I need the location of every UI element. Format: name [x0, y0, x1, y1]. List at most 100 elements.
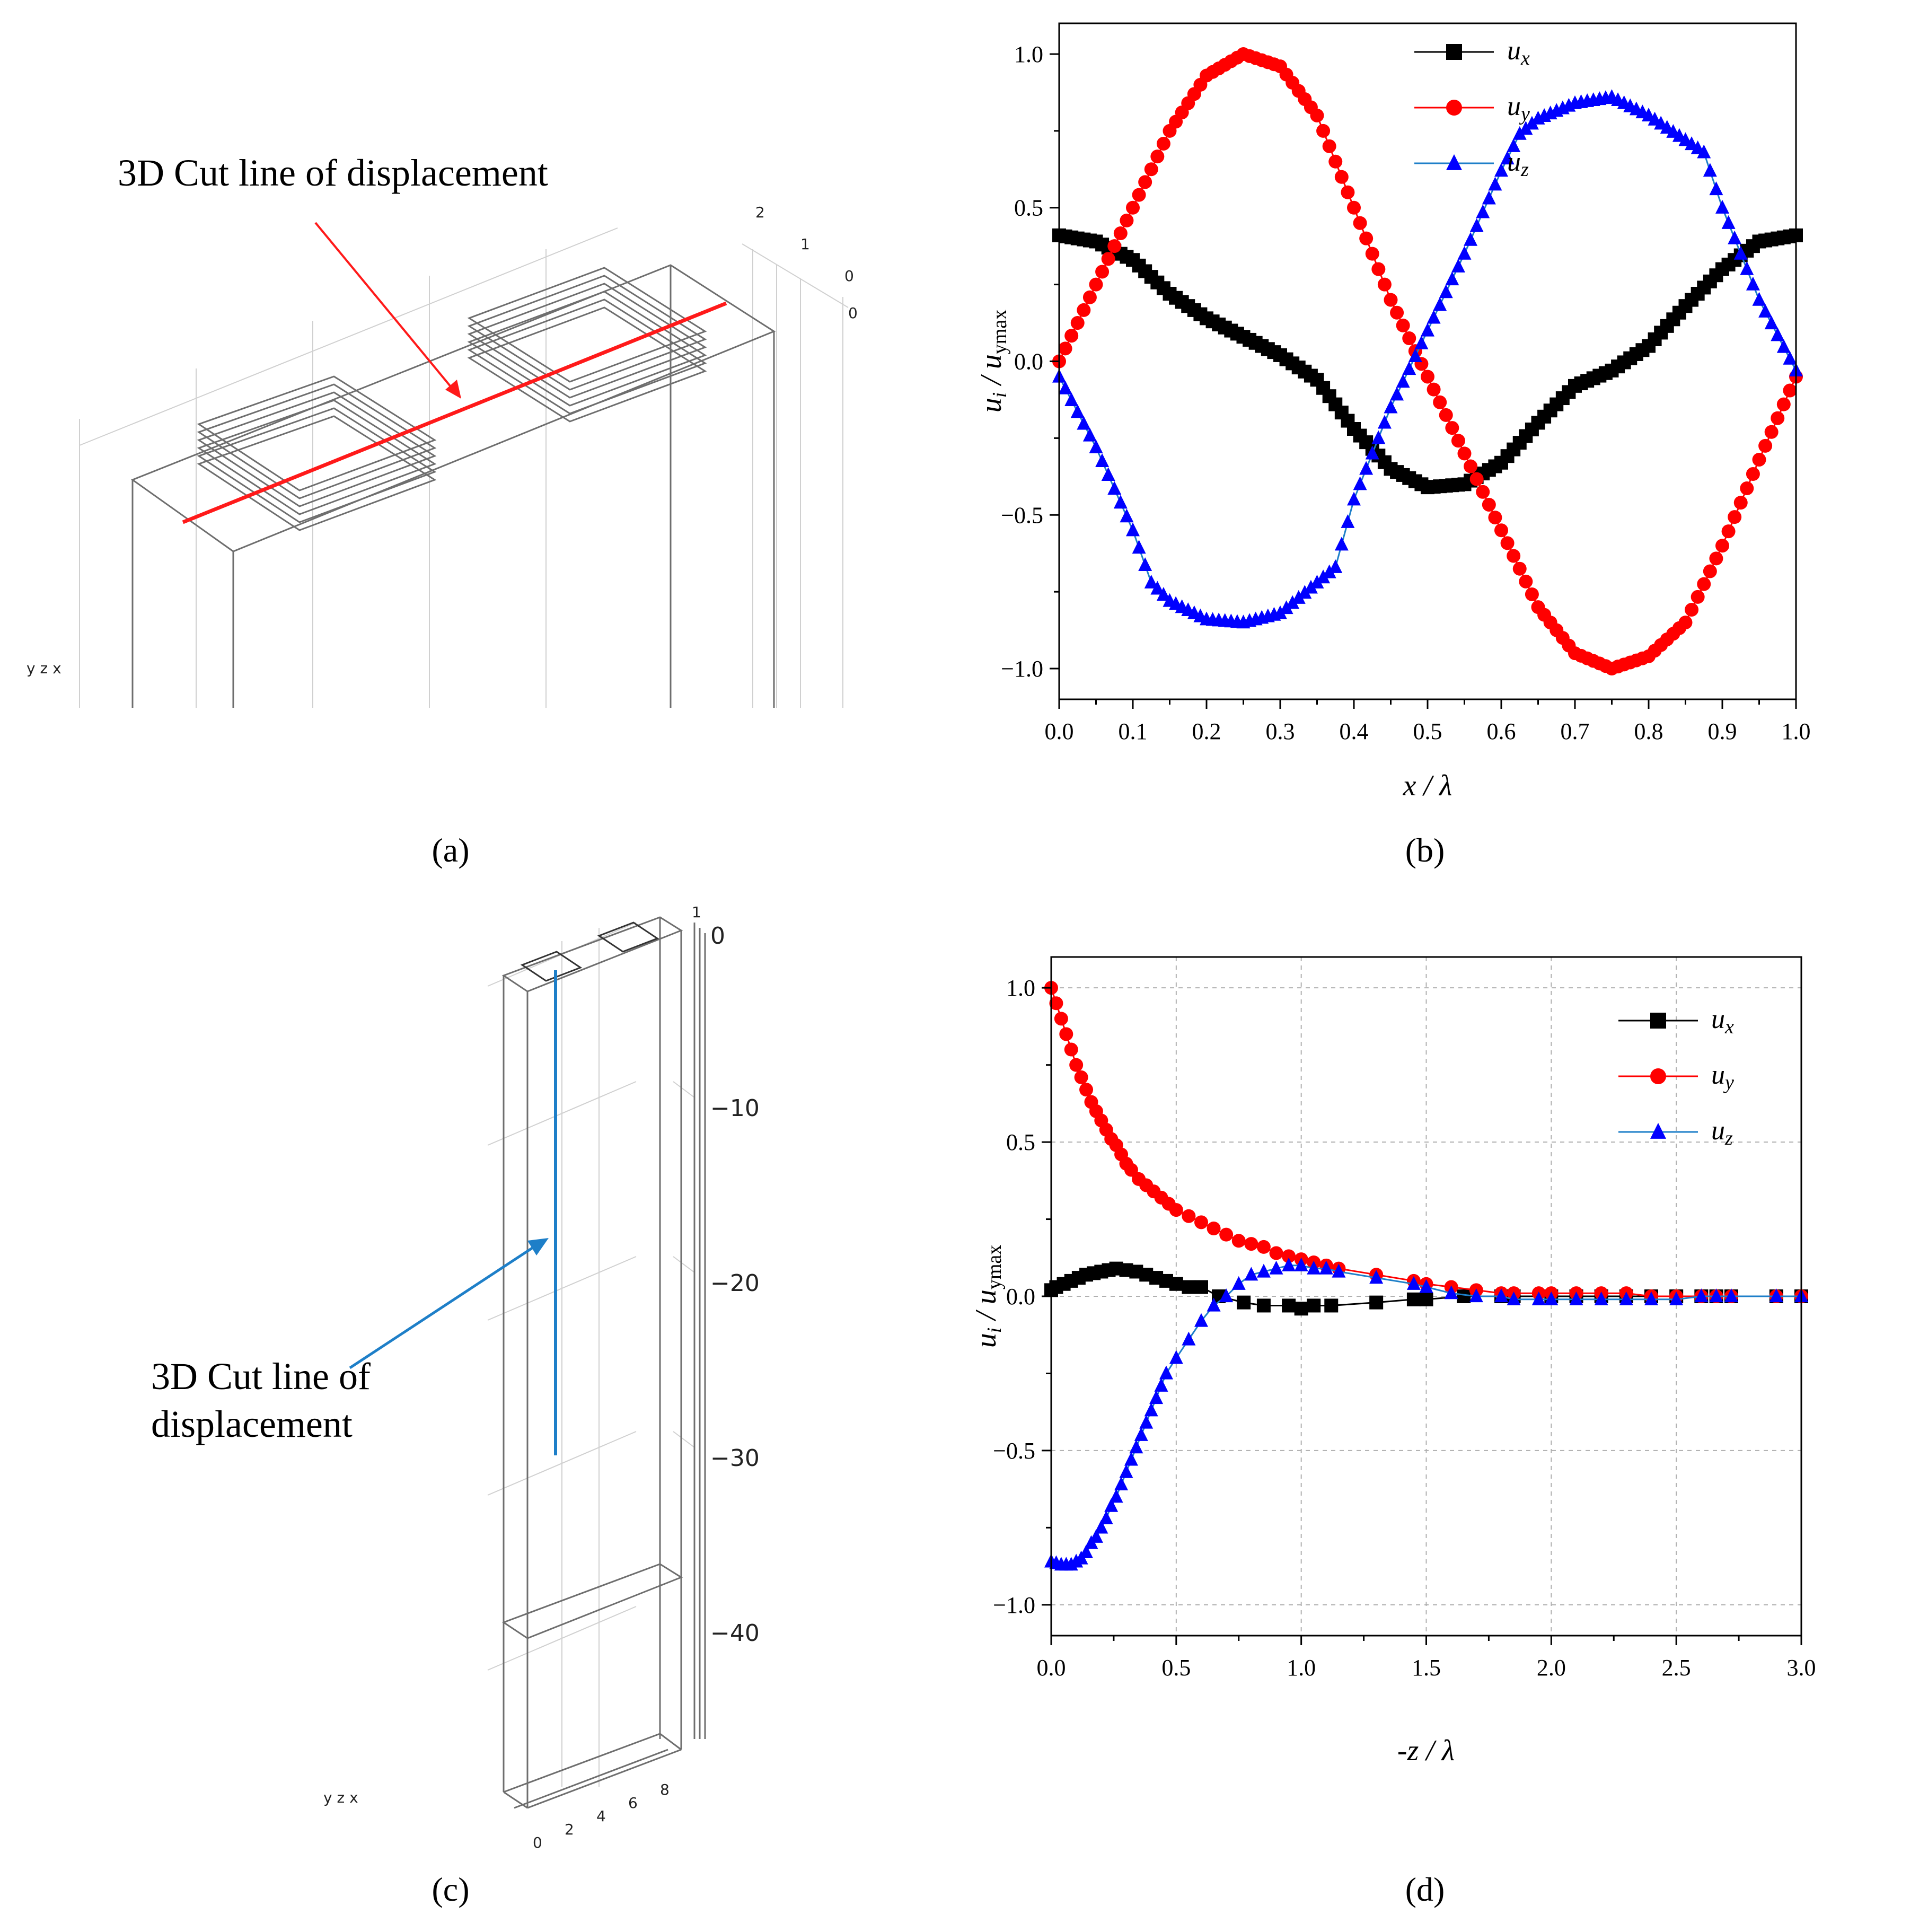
data-point: [1419, 1279, 1433, 1293]
data-point: [1369, 1270, 1384, 1284]
x-tick-label: 0.0: [1037, 1655, 1066, 1681]
data-point: [1322, 564, 1336, 578]
panel-c-x-tick: 2: [565, 1821, 574, 1838]
x-tick-label: 2.5: [1662, 1655, 1691, 1681]
data-point: [1049, 996, 1063, 1011]
data-point: [1439, 408, 1453, 422]
data-point: [1126, 200, 1140, 215]
data-point: [1419, 1292, 1433, 1306]
data-point: [1269, 1246, 1283, 1260]
data-point: [1079, 1083, 1094, 1097]
data-point: [1384, 293, 1398, 307]
data-point: [1421, 322, 1434, 337]
chart-d: 0.0 0.5 1.0 1.5 2.0 2.5 3.0 −1.0−0.50.00.51.0 …: [970, 956, 1816, 1908]
data-point: [1703, 564, 1717, 578]
data-point: [1150, 150, 1165, 164]
data-point: [1114, 1477, 1129, 1491]
data-point: [1144, 574, 1158, 589]
data-point: [1715, 539, 1729, 553]
x-tick-label: 2.0: [1537, 1655, 1566, 1681]
data-point: [1733, 496, 1748, 510]
data-point: [1512, 561, 1527, 576]
data-point: [1464, 459, 1478, 473]
data-point: [1752, 292, 1766, 306]
y-tick-label: −1.0: [993, 1592, 1035, 1618]
chart-d-x-axis: 0.0 0.5 1.0 1.5 2.0 2.5 3.0: [1037, 1636, 1816, 1681]
data-point: [1776, 339, 1791, 353]
data-point: [1107, 239, 1122, 253]
data-point: [1519, 121, 1533, 135]
panel-c-substrate-wireframe: [501, 916, 706, 1809]
data-point: [1451, 434, 1465, 448]
data-point: [1783, 383, 1797, 398]
panel-a-cut-line: [182, 301, 727, 524]
series-line: [1058, 96, 1797, 623]
data-point: [1101, 467, 1115, 481]
panel-c-z-tick: 1: [692, 903, 701, 921]
data-point: [1457, 446, 1472, 461]
data-point: [1064, 1042, 1078, 1057]
data-point: [1371, 262, 1386, 276]
data-point: [1740, 481, 1754, 496]
data-point: [1120, 213, 1134, 227]
legend-label: ux: [1711, 1004, 1734, 1038]
data-point: [1721, 524, 1736, 539]
data-point: [1469, 472, 1484, 486]
data-point: [1144, 162, 1158, 177]
panel-a-axis-tick: 2: [755, 204, 765, 221]
data-point: [1697, 144, 1711, 159]
data-point: [1531, 1291, 1546, 1305]
data-point: [1194, 1313, 1208, 1327]
data-point: [1291, 590, 1306, 604]
data-point: [1322, 139, 1336, 153]
chart-b-caption: (b): [1405, 831, 1445, 869]
data-point: [1359, 231, 1374, 245]
legend-label: ux: [1507, 36, 1530, 69]
data-point: [1347, 491, 1361, 506]
data-point: [1169, 1350, 1183, 1364]
series-u-x: [1052, 228, 1803, 495]
panel-a-caption: (a): [432, 831, 469, 869]
data-point: [1132, 540, 1146, 554]
data-point: [1332, 1263, 1346, 1278]
data-point: [1758, 303, 1773, 318]
data-point: [1119, 1464, 1133, 1478]
data-point: [1464, 232, 1478, 246]
data-point: [1512, 126, 1527, 140]
data-point: [1134, 1427, 1148, 1441]
data-point: [1307, 1298, 1321, 1313]
chart-b-y-axis-label: ui / uymax: [975, 310, 1011, 413]
data-point: [1104, 1498, 1119, 1512]
data-point: [1074, 1070, 1088, 1084]
data-point: [1304, 579, 1318, 594]
panel-a-axis-tick: 0: [848, 304, 858, 322]
data-point: [1194, 1280, 1208, 1294]
legend-marker: [1446, 44, 1462, 60]
data-point: [1494, 1288, 1508, 1303]
data-point: [1371, 430, 1386, 444]
panel-c-x-tick: 8: [660, 1781, 670, 1798]
data-point: [1353, 476, 1367, 490]
data-point: [1156, 136, 1170, 151]
data-point: [1095, 453, 1110, 467]
panel-c-caption: (c): [432, 1870, 469, 1908]
data-point: [1507, 138, 1521, 152]
data-point: [1334, 537, 1349, 551]
chart-d-y-axis: −1.0 −0.5 0.0 0.5 1.0: [993, 975, 1051, 1618]
data-point: [1139, 1415, 1154, 1429]
data-point: [1764, 425, 1779, 439]
data-point: [1776, 397, 1791, 411]
x-tick-label: 0.6: [1487, 718, 1516, 744]
panel-a-axis-triad: y z x: [27, 660, 61, 677]
data-point: [1069, 1058, 1084, 1072]
data-point: [1519, 574, 1533, 589]
data-point: [1783, 350, 1797, 365]
data-point: [1390, 305, 1404, 320]
legend-entry: uz: [1414, 147, 1529, 181]
chart-b-x-axis-label: x / λ: [1403, 769, 1452, 802]
y-tick-label: −1.0: [1001, 656, 1043, 682]
data-point: [1752, 452, 1766, 467]
panel-a-substrate-wireframe: [130, 264, 776, 708]
chart-d-legend: ux uy uz: [1618, 1004, 1734, 1149]
data-point: [1402, 331, 1416, 346]
